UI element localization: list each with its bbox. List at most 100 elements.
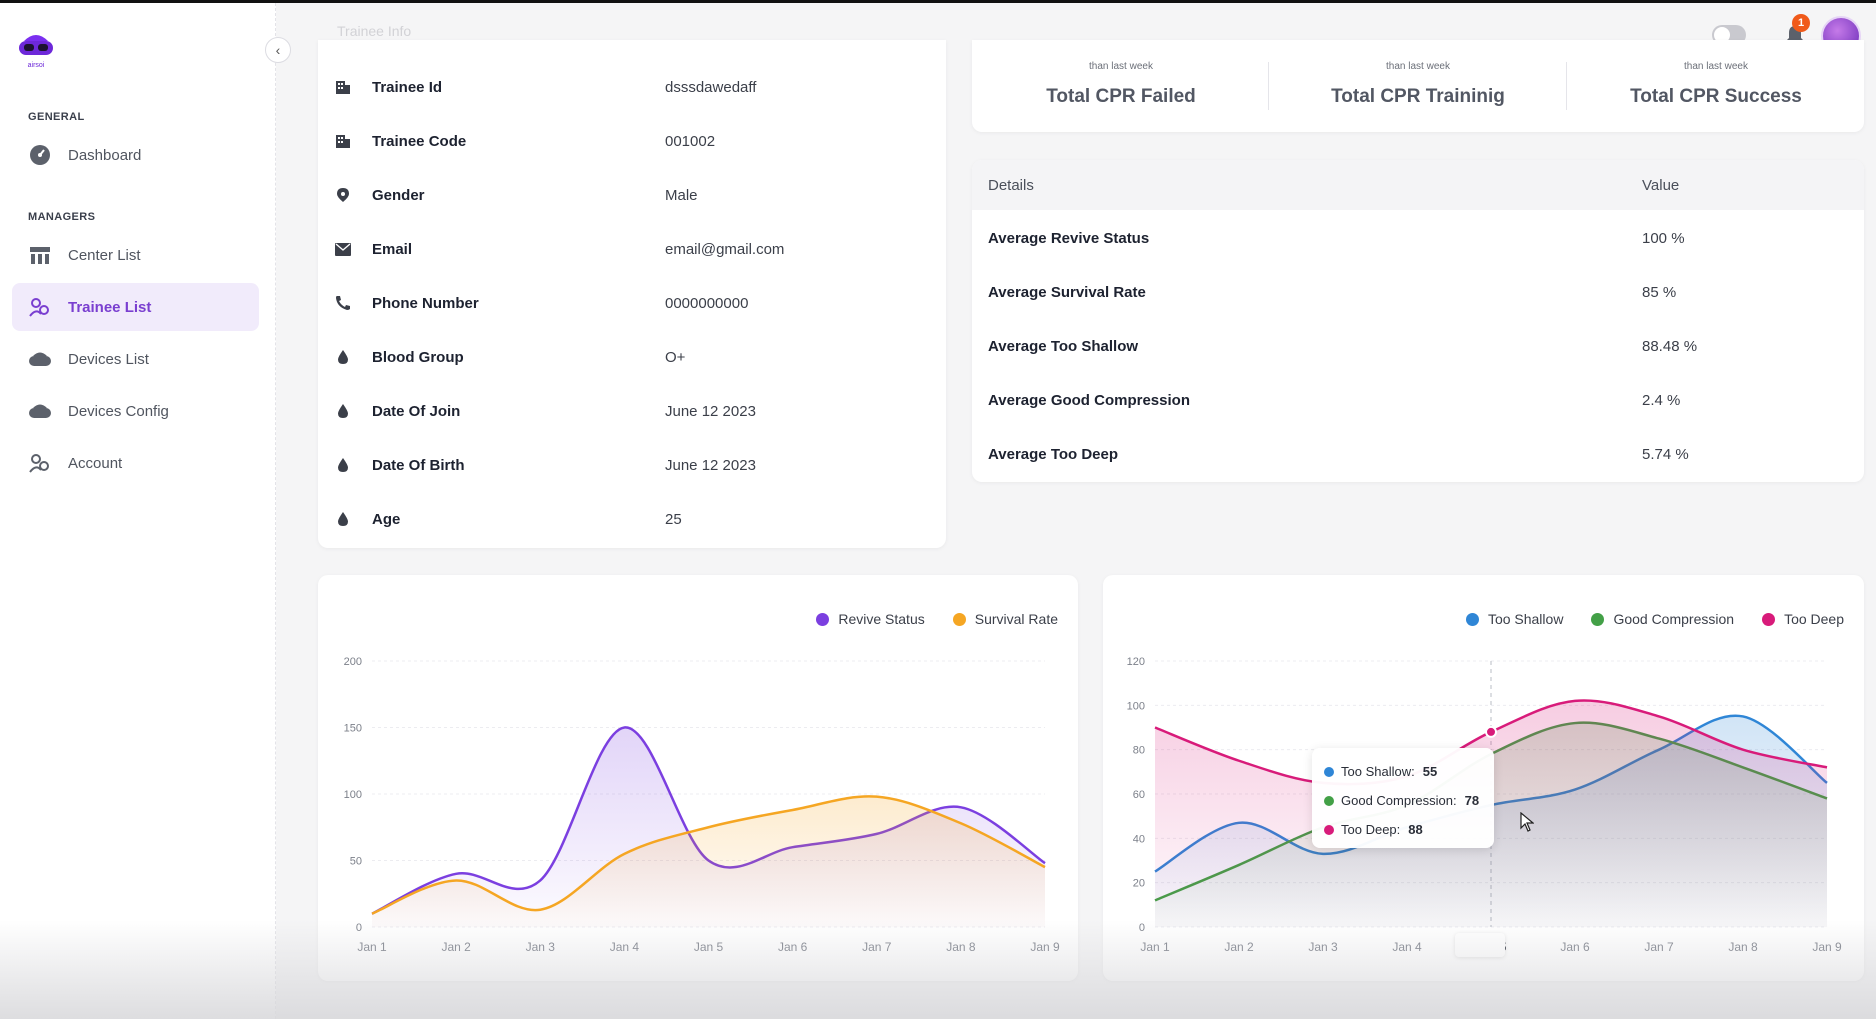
hover-point[interactable] xyxy=(1485,725,1497,738)
detail-key: Average Good Compression xyxy=(988,391,1190,409)
stat-subtitle: than last week xyxy=(1089,61,1153,72)
stat-title: Total CPR Success xyxy=(1630,86,1802,107)
stat-title: Total CPR Failed xyxy=(1046,86,1196,107)
info-row: Phone Number 0000000000 xyxy=(334,288,934,318)
drop-icon xyxy=(334,402,352,420)
y-tick-label: 120 xyxy=(1127,656,1145,668)
stat-title: Total CPR Traininig xyxy=(1331,86,1505,107)
info-row: Date Of Birth June 12 2023 xyxy=(334,450,934,480)
chart-legend: Too Shallow Good Compression Too Deep xyxy=(1438,611,1844,627)
x-tick-label: Jan 4 xyxy=(610,940,640,954)
legend-item-good-compression[interactable]: Good Compression xyxy=(1591,611,1734,627)
y-tick-label: 50 xyxy=(350,856,362,868)
info-label: Trainee Id xyxy=(372,78,443,96)
legend-item-too-shallow[interactable]: Too Shallow xyxy=(1465,611,1563,627)
stat-cpr-training: than last week Total CPR Traininig xyxy=(1269,40,1567,132)
x-tick-label: Jan 1 xyxy=(357,940,387,954)
series-area xyxy=(372,796,1045,927)
y-tick-label: 60 xyxy=(1133,789,1145,801)
x-tick-label: Jan 5 xyxy=(694,940,724,954)
sidebar-item-label: Trainee List xyxy=(68,298,152,316)
info-value: 25 xyxy=(665,510,682,528)
sidebar-item-center-list[interactable]: Center List xyxy=(12,231,259,279)
legend-label: Good Compression xyxy=(1613,611,1735,627)
sidebar-item-label: Account xyxy=(68,454,123,472)
info-value: June 12 2023 xyxy=(665,402,756,420)
x-tick-label: Jan 8 xyxy=(1728,940,1758,954)
nav-section-general: GENERAL xyxy=(28,111,85,123)
legend-label: Too Deep xyxy=(1784,611,1844,627)
info-value: 001002 xyxy=(665,132,716,150)
y-tick-label: 100 xyxy=(344,789,362,801)
info-row: Blood Group O+ xyxy=(334,342,934,372)
x-tick-label: Jan 6 xyxy=(1560,940,1590,954)
info-label: Date Of Birth xyxy=(372,456,465,474)
vr-headset-icon xyxy=(28,399,52,423)
info-value: June 12 2023 xyxy=(665,456,756,474)
notification-badge: 1 xyxy=(1792,14,1810,32)
detail-value: 88.48 % xyxy=(1642,337,1698,355)
sidebar-item-trainee-list[interactable]: Trainee List xyxy=(12,283,259,331)
x-tick-label: Jan 1 xyxy=(1140,940,1170,954)
phone-icon xyxy=(334,294,352,312)
trainee-info-card: Trainee Id dsssdawedaff Trainee Code 001002… xyxy=(318,40,946,548)
info-value: dsssdawedaff xyxy=(665,78,757,96)
x-tick-label: Jan 7 xyxy=(1644,940,1674,954)
collapse-sidebar-button[interactable]: ‹ xyxy=(265,37,291,63)
y-tick-label: 100 xyxy=(1127,700,1145,712)
revive-survival-chart-card: Revive Status Survival Rate 0 50 100 150 200… xyxy=(318,575,1078,981)
brand-logo[interactable]: airsoi xyxy=(16,27,56,71)
table-row: Average Too Deep 5.74 % xyxy=(972,439,1864,469)
y-tick-label: 40 xyxy=(1133,833,1145,845)
divider xyxy=(1268,62,1269,110)
legend-label: Survival Rate xyxy=(974,611,1058,627)
sidebar-item-label: Devices Config xyxy=(68,402,169,420)
tooltip-row-too-deep: Too Deep: 88 xyxy=(1324,822,1423,837)
tooltip-value: 88 xyxy=(1408,822,1423,837)
info-row: Trainee Code 001002 xyxy=(334,126,934,156)
x-tick-label: Jan 9 xyxy=(1030,940,1060,954)
legend-swatch xyxy=(1465,612,1479,626)
y-tick-label: 0 xyxy=(1139,922,1145,934)
x-tick-label: Jan 2 xyxy=(441,940,471,954)
y-tick-label: 20 xyxy=(1133,878,1145,890)
revive-survival-chart[interactable]: 0 50 100 150 200 Jan 1 Jan 2 Jan 3 Jan 4 Jan 5 Jan… xyxy=(318,575,1078,981)
legend-item-revive-status[interactable]: Revive Status xyxy=(816,611,925,627)
info-label: Phone Number xyxy=(372,294,479,312)
toggle-knob xyxy=(1714,27,1730,43)
brand-name: airsoi xyxy=(28,62,45,69)
mail-icon xyxy=(334,240,352,258)
table-row: Average Revive Status 100 % xyxy=(972,223,1864,253)
detail-key: Average Too Shallow xyxy=(988,337,1139,355)
sidebar-item-label: Center List xyxy=(68,246,141,264)
tooltip-label: Too Shallow: xyxy=(1341,764,1415,779)
info-value: O+ xyxy=(665,348,686,366)
detail-key: Average Revive Status xyxy=(988,229,1150,247)
x-tick-label: Jan 3 xyxy=(526,940,556,954)
sidebar-item-devices-config[interactable]: Devices Config xyxy=(12,387,259,435)
legend-swatch xyxy=(1591,612,1605,626)
info-label: Blood Group xyxy=(372,348,464,366)
tooltip-label: Good Compression: xyxy=(1341,793,1457,808)
sidebar-item-devices-list[interactable]: Devices List xyxy=(12,335,259,383)
sidebar-item-account[interactable]: Account xyxy=(12,439,259,487)
y-tick-label: 200 xyxy=(344,656,362,668)
info-value: Male xyxy=(665,186,698,204)
legend-swatch xyxy=(952,612,966,626)
drop-icon xyxy=(334,510,352,528)
info-value: email@gmail.com xyxy=(665,240,785,258)
sidebar-item-dashboard[interactable]: Dashboard xyxy=(12,131,259,179)
detail-value: 5.74 % xyxy=(1642,445,1689,463)
legend-item-survival-rate[interactable]: Survival Rate xyxy=(952,611,1058,627)
detail-key: Average Too Deep xyxy=(988,445,1119,463)
legend-item-too-deep[interactable]: Too Deep xyxy=(1762,611,1844,627)
stat-subtitle: than last week xyxy=(1684,61,1748,72)
legend-swatch xyxy=(816,612,830,626)
location-pin-icon xyxy=(334,186,352,204)
column-header-value: Value xyxy=(1642,176,1680,194)
series-line[interactable] xyxy=(371,795,1046,915)
account-icon xyxy=(28,451,52,475)
mouse-cursor-icon xyxy=(1520,811,1535,837)
sidebar: airsoi ‹ GENERAL Dashboard MANAGERS Cent… xyxy=(0,3,291,1019)
info-row: Email email@gmail.com xyxy=(334,234,934,264)
